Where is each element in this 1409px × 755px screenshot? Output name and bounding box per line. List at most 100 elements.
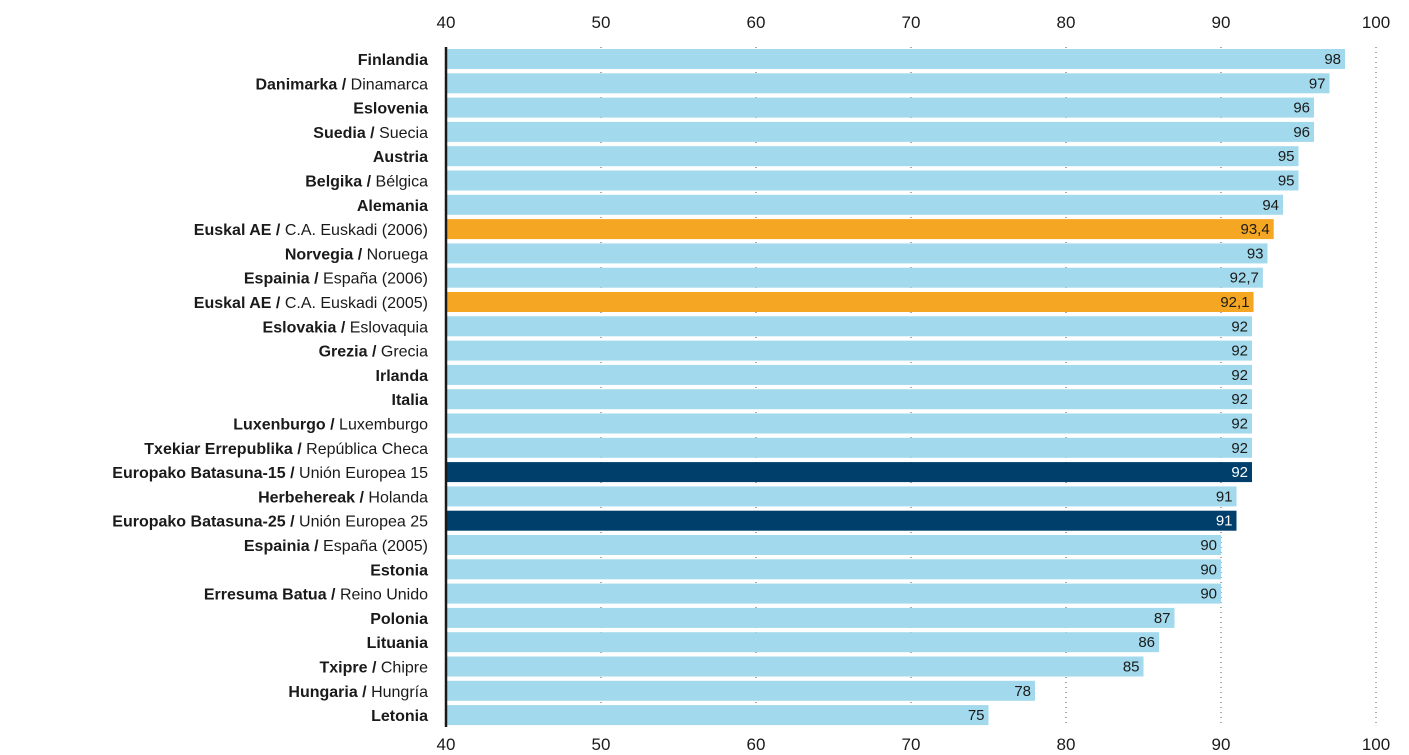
data-label: 97 [1309, 75, 1326, 92]
data-label: 91 [1216, 488, 1233, 505]
category-label: Espainia / España (2006) [244, 271, 428, 288]
data-label: 90 [1200, 586, 1217, 603]
category-label: Italia [392, 392, 429, 409]
tick-label-top: 50 [592, 13, 611, 32]
tick-label-bottom: 70 [902, 735, 921, 754]
bar [446, 194, 1283, 215]
category-label: Txekiar Errepublika / República Checa [144, 441, 428, 458]
data-label: 92 [1231, 343, 1248, 360]
category-label: Eslovakia / Eslovaquia [263, 319, 429, 336]
tick-label-bottom: 100 [1362, 735, 1390, 754]
bar [446, 121, 1314, 142]
category-label: Norvegia / Noruega [285, 246, 428, 263]
tick-label-top: 60 [747, 13, 766, 32]
data-label: 98 [1324, 51, 1341, 68]
data-label: 92 [1231, 416, 1248, 433]
data-label: 85 [1123, 659, 1140, 676]
bar [446, 97, 1314, 118]
data-label: 86 [1138, 634, 1155, 651]
category-label: Txipre / Chipre [320, 660, 429, 677]
category-label: Espainia / España (2005) [244, 538, 428, 555]
bar [446, 583, 1221, 604]
category-label: Luxenburgo / Luxemburgo [233, 417, 428, 434]
data-label: 92 [1231, 391, 1248, 408]
category-label: Lituania [367, 635, 428, 652]
bar [446, 170, 1299, 191]
data-label: 78 [1014, 683, 1031, 700]
data-label: 95 [1278, 173, 1295, 190]
data-label: 93,4 [1240, 221, 1269, 238]
category-label: Erresuma Batua / Reino Unido [204, 587, 428, 604]
data-label: 94 [1262, 197, 1279, 214]
bar [446, 292, 1254, 312]
tick-label-top: 100 [1362, 13, 1390, 32]
tick-label-bottom: 80 [1057, 735, 1076, 754]
category-label: Europako Batasuna-15 / Unión Europea 15 [112, 465, 428, 482]
category-label: Finlandia [358, 52, 428, 69]
bar [446, 267, 1263, 288]
bar [446, 680, 1035, 701]
bar [446, 656, 1144, 677]
category-label: Irlanda [376, 368, 429, 385]
category-label: Hungaria / Hungría [288, 684, 428, 701]
data-label: 90 [1200, 537, 1217, 554]
category-label: Letonia [371, 708, 428, 725]
bar [446, 316, 1252, 337]
data-label: 93 [1247, 245, 1264, 262]
category-label: Herbehereak / Holanda [258, 489, 428, 506]
bar [446, 535, 1221, 555]
data-label: 92 [1231, 440, 1248, 457]
tick-label-top: 90 [1212, 13, 1231, 32]
bar [446, 607, 1175, 628]
category-label: Euskal AE / C.A. Euskadi (2005) [194, 295, 428, 312]
bar [446, 486, 1237, 507]
bar [446, 510, 1237, 531]
bar [446, 389, 1252, 410]
tick-label-top: 40 [437, 13, 456, 32]
tick-label-bottom: 50 [592, 735, 611, 754]
category-label: Europako Batasuna-25 / Unión Europea 25 [112, 514, 428, 531]
category-labels: Finlandia Danimarka / Dinamarca Eslovenia S… [112, 52, 428, 725]
bar [446, 462, 1252, 483]
bar [446, 364, 1252, 385]
data-label: 87 [1154, 610, 1171, 627]
data-label: 75 [968, 707, 985, 724]
category-label: Suedia / Suecia [313, 125, 428, 142]
tick-label-bottom: 40 [437, 735, 456, 754]
category-label: Danimarka / Dinamarca [255, 76, 428, 93]
bar [446, 559, 1221, 580]
category-label: Belgika / Bélgica [305, 174, 428, 191]
bar [446, 219, 1274, 240]
tick-label-top: 70 [902, 13, 921, 32]
data-label: 90 [1200, 561, 1217, 578]
category-label: Grezia / Grecia [319, 344, 428, 361]
tick-label-bottom: 60 [747, 735, 766, 754]
category-label: Austria [373, 149, 428, 166]
bar [446, 437, 1252, 458]
category-label: Euskal AE / C.A. Euskadi (2006) [194, 222, 428, 239]
bar [446, 49, 1345, 69]
category-label: Polonia [370, 611, 428, 628]
bars: 98 97 96 96 95 95 94 93,4 93 92,7 92,1 92 92 92 92 92 92… [446, 49, 1345, 726]
data-label: 91 [1216, 513, 1233, 530]
category-label: Eslovenia [353, 101, 428, 118]
bar [446, 632, 1159, 653]
data-label: 92 [1231, 367, 1248, 384]
gridlines [600, 47, 1377, 727]
data-label: 92,7 [1230, 270, 1259, 287]
data-label: 92,1 [1220, 294, 1249, 311]
tick-label-bottom: 90 [1212, 735, 1231, 754]
data-label: 92 [1231, 318, 1248, 335]
category-label: Alemania [357, 198, 428, 215]
bar [446, 146, 1299, 167]
data-label: 96 [1293, 100, 1310, 117]
tick-label-top: 80 [1057, 13, 1076, 32]
bar [446, 705, 989, 726]
axes: 40 40 50 50 60 60 70 70 80 80 90 90 100 100 [437, 13, 1391, 754]
category-label: Estonia [370, 562, 428, 579]
bar [446, 413, 1252, 434]
data-label: 96 [1293, 124, 1310, 141]
bar [446, 73, 1330, 94]
data-label: 95 [1278, 148, 1295, 165]
